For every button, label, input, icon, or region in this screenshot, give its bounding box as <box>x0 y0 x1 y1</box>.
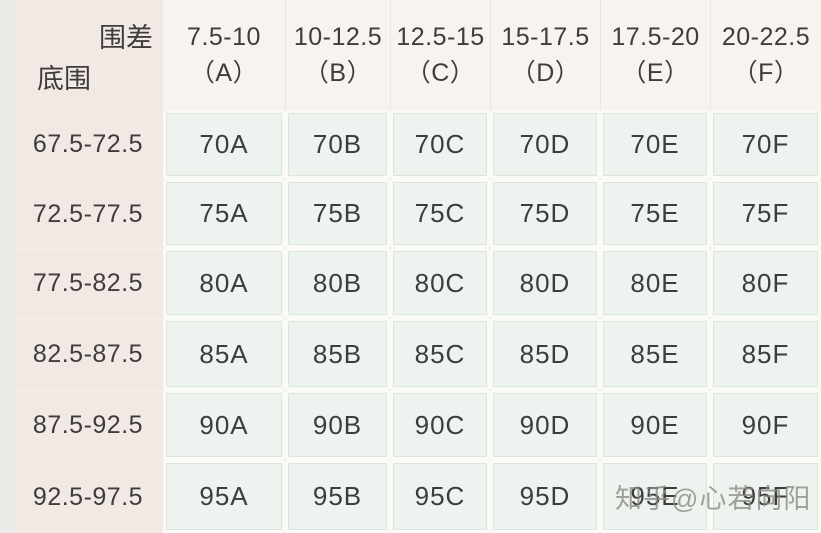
photo-left-edge <box>0 0 13 533</box>
column-cup-label: （C） <box>405 59 476 87</box>
size-cell: 75E <box>600 179 710 248</box>
size-cell: 75F <box>710 179 821 248</box>
column-header: 20-22.5 （F） <box>710 0 821 110</box>
column-range-label: 12.5-15 <box>396 22 485 51</box>
size-cell: 90D <box>490 390 600 460</box>
size-cell: 75D <box>490 179 600 248</box>
size-cell: 90F <box>710 390 821 460</box>
size-cell: 80A <box>163 248 285 318</box>
column-header: 15-17.5 （D） <box>490 0 600 110</box>
column-range-label: 17.5-20 <box>611 22 700 51</box>
size-cell: 95D <box>490 460 600 533</box>
size-cell: 95C <box>390 460 490 533</box>
size-cell: 70E <box>600 110 710 179</box>
size-cell: 90A <box>163 390 285 460</box>
column-range-label: 10-12.5 <box>293 22 383 51</box>
size-cell: 75B <box>285 179 390 248</box>
size-cell: 70C <box>390 110 490 179</box>
row-header: 67.5-72.5 <box>13 110 163 179</box>
size-cell: 95F <box>710 460 821 533</box>
corner-diff-label: 围差 <box>99 23 153 53</box>
size-cell: 70A <box>163 110 285 179</box>
column-range-label: 15-17.5 <box>501 22 590 51</box>
corner-header: 围差 底围 <box>13 0 163 110</box>
size-cell: 80E <box>600 248 710 318</box>
size-cell: 85A <box>163 318 285 390</box>
column-header: 12.5-15 （C） <box>390 0 490 110</box>
size-cell: 90E <box>600 390 710 460</box>
size-cell: 85F <box>710 318 821 390</box>
watermark: 知乎@心若向阳 <box>615 484 812 514</box>
column-cup-label: （F） <box>732 59 800 87</box>
row-header: 92.5-97.5 <box>13 460 163 533</box>
row-header: 87.5-92.5 <box>13 390 163 460</box>
size-cell: 80C <box>390 248 490 318</box>
size-cell: 70D <box>490 110 600 179</box>
column-cup-label: （A） <box>189 59 259 87</box>
size-cell: 80B <box>285 248 390 318</box>
size-cell: 70B <box>285 110 390 179</box>
size-cell: 85B <box>285 318 390 390</box>
column-header: 7.5-10 （A） <box>163 0 285 110</box>
column-header: 10-12.5 （B） <box>285 0 390 110</box>
size-cell: 95B <box>285 460 390 533</box>
size-cell: 90B <box>285 390 390 460</box>
row-header: 82.5-87.5 <box>13 318 163 390</box>
size-cell: 85C <box>390 318 490 390</box>
size-cell: 95A <box>163 460 285 533</box>
column-header: 17.5-20 （E） <box>600 0 710 110</box>
size-cell: 85E <box>600 318 710 390</box>
column-cup-label: （D） <box>510 59 581 87</box>
size-cell: 85D <box>490 318 600 390</box>
column-cup-label: （B） <box>303 59 373 87</box>
size-cell: 80F <box>710 248 821 318</box>
size-cell: 75C <box>390 179 490 248</box>
size-cell: 90C <box>390 390 490 460</box>
column-cup-label: （E） <box>621 59 690 87</box>
row-header: 77.5-82.5 <box>13 248 163 318</box>
size-cell: 75A <box>163 179 285 248</box>
column-range-label: 20-22.5 <box>721 22 811 51</box>
row-header: 72.5-77.5 <box>13 179 163 248</box>
size-cell: 70F <box>710 110 821 179</box>
bra-size-table: 围差 底围 7.5-10 （A） 10-12.5 （B） 12.5-15 （C） 15-17.5… <box>13 0 821 533</box>
corner-band-label: 底围 <box>37 64 91 94</box>
size-cell: 95E <box>600 460 710 533</box>
column-range-label: 7.5-10 <box>187 22 261 51</box>
size-cell: 80D <box>490 248 600 318</box>
